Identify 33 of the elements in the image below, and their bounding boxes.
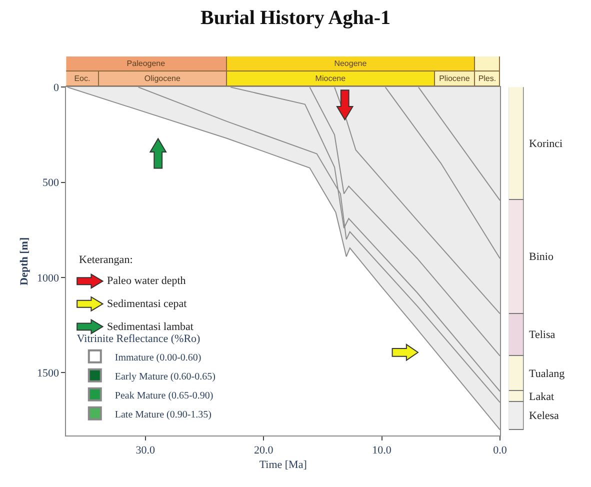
series-label: Lakat [529,391,554,403]
annotation: Sedimentasi cepat [107,298,187,310]
data-label: Miocene [315,74,346,83]
legend-label: Peak Mature (0.65-0.90) [114,390,214,402]
series-label: Tualang [529,368,566,380]
x-tick-label: 20.0 [254,444,274,457]
x-tick-label: 10.0 [372,444,392,457]
annotation: Sedimentasi lambat [107,321,194,333]
y-tick-label: 500 [42,177,60,190]
series-label: Telisa [529,329,556,341]
x-tick-label: 30.0 [136,444,156,457]
series-label: Binio [529,251,554,263]
legend-label: Immature (0.00-0.60) [114,352,202,364]
data-label: Ples. [478,74,496,83]
x-axis-title: Time [Ma] [259,458,307,471]
chart-title: Burial History Agha-1 [200,7,391,29]
y-tick-label: 0 [54,82,60,94]
y-axis-title: Depth [m] [18,237,31,286]
data-label: Pliocene [439,74,470,83]
series-label: Korinci [529,138,563,150]
x-tick-label: 0.0 [493,444,508,457]
series-label: Kelesa [529,410,560,422]
annotation: Paleo water depth [107,275,186,287]
legend-title: Vitrinite Reflectance (%Ro) [76,332,201,345]
data-label: Oligocene [144,74,181,83]
data-label: Neogene [334,58,368,68]
annotation: Keterangan: [79,254,133,266]
legend-label: Early Mature (0.60-0.65) [114,371,216,382]
y-tick-label: 1500 [37,368,60,380]
data-label: Eoc. [74,74,90,83]
data-label: Paleogene [126,58,166,68]
y-tick-label: 1000 [37,272,60,284]
legend-label: Late Mature (0.90-1.35) [114,409,212,420]
